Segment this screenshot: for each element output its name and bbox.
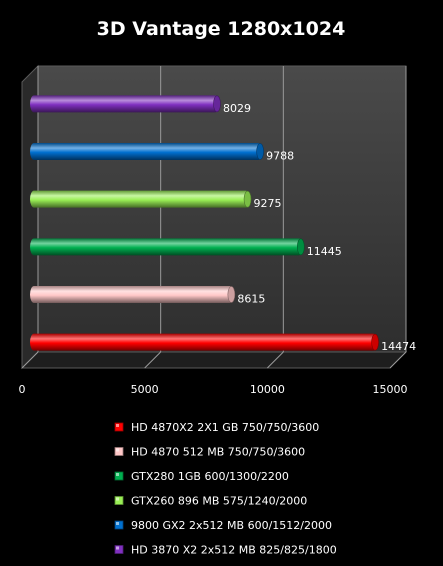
legend-label: HD 4870X2 2X1 GB 750/750/3600: [131, 421, 319, 434]
gridline-floor: [266, 351, 284, 369]
x-tick-label: 5000: [131, 383, 159, 396]
gridline-floor: [389, 351, 407, 369]
bar: [30, 333, 378, 351]
legend-label: GTX280 1GB 600/1300/2200: [131, 470, 289, 483]
legend-marker-highlight: [116, 448, 119, 452]
legend-label: HD 4870 512 MB 750/750/3600: [131, 446, 305, 459]
x-tick-label: 0: [19, 383, 26, 396]
bar-cap: [227, 286, 236, 303]
bar: [30, 143, 263, 160]
data-label: 9275: [254, 197, 282, 210]
bar: [30, 190, 250, 208]
bar-cap: [296, 238, 305, 256]
plot-back-wall: [37, 65, 407, 353]
legend-marker-highlight: [116, 424, 119, 427]
legend-marker-highlight: [116, 473, 119, 476]
legend-marker-highlight: [116, 546, 119, 550]
chart-title: 3D Vantage 1280x1024: [97, 18, 346, 40]
x-tick-label: 15000: [373, 383, 408, 396]
legend-label: 9800 GX2 2x512 MB 600/1512/2000: [131, 519, 332, 532]
bar-cap: [243, 190, 252, 208]
data-label: 14474: [381, 340, 416, 353]
data-label: 9788: [266, 150, 294, 163]
legend-label: HD 3870 X2 2x512 MB 825/825/1800: [131, 544, 337, 557]
bar-cap: [213, 95, 221, 113]
gridline-floor: [21, 351, 39, 369]
data-label: 8029: [223, 102, 251, 115]
bar-cap: [256, 143, 264, 160]
legend-marker-highlight: [116, 522, 119, 525]
legend-marker-highlight: [116, 497, 119, 501]
bar: [30, 95, 219, 113]
legend-label: GTX260 896 MB 575/1240/2000: [131, 495, 307, 508]
x-tick-label: 10000: [250, 383, 285, 396]
bar: [30, 286, 234, 303]
data-label: 11445: [307, 245, 342, 258]
bar: [30, 238, 303, 256]
bar-cap: [371, 333, 379, 351]
plot-floor: [20, 351, 408, 369]
gridline-floor: [144, 351, 162, 369]
data-label: 8615: [237, 293, 265, 306]
